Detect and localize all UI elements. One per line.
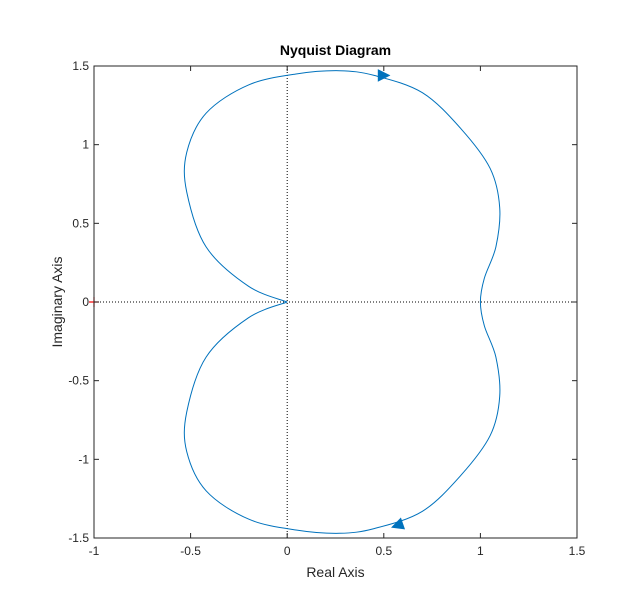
y-tick-label: 1 (82, 138, 89, 152)
y-tick-label: -1 (78, 452, 89, 466)
direction-arrow-0 (377, 69, 391, 82)
reference-lines (94, 66, 577, 538)
direction-arrow-1 (391, 517, 406, 530)
y-tick-label: 1.5 (72, 59, 89, 73)
direction-arrows (377, 69, 406, 530)
axis-ticks: -1 -0.5 0 0.5 1 1.5-1.5-1-0.500.511.5 (68, 59, 585, 558)
x-tick-label: 1 (477, 544, 484, 558)
y-axis-label: Imaginary Axis (49, 256, 65, 347)
x-tick-label: 0 (284, 544, 291, 558)
x-tick-label: 1.5 (569, 544, 586, 558)
x-tick-label: -1 (89, 544, 100, 558)
y-tick-label: 0.5 (72, 216, 89, 230)
y-tick-label: -0.5 (68, 374, 89, 388)
series-layer (183, 70, 501, 534)
x-axis-label: Real Axis (306, 564, 364, 580)
x-tick-label: 0.5 (375, 544, 392, 558)
nyquist-curve-0 (183, 70, 501, 534)
x-tick-label: -0.5 (180, 544, 201, 558)
chart-title: Nyquist Diagram (280, 42, 391, 58)
y-tick-label: 0 (82, 295, 89, 309)
y-tick-label: -1.5 (68, 531, 89, 545)
